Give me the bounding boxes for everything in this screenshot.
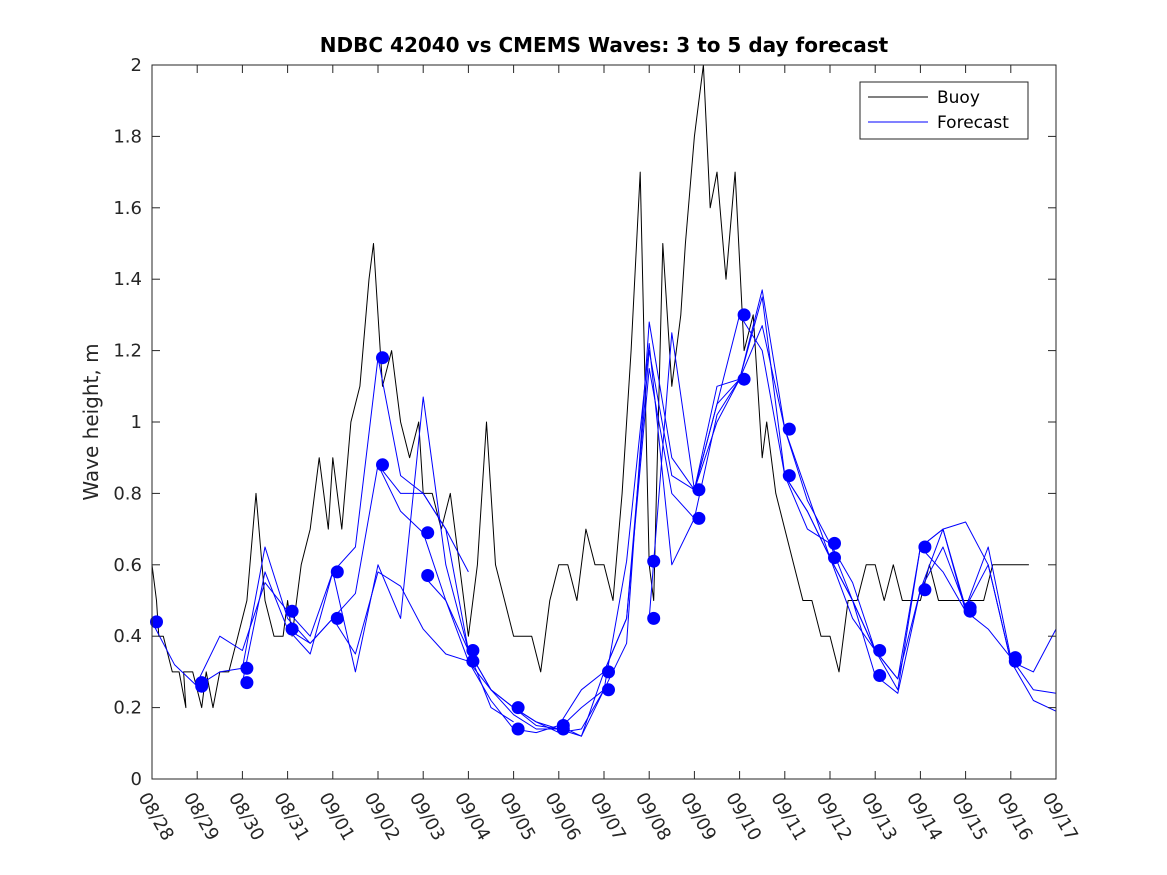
forecast-series-line-13 xyxy=(920,528,1057,694)
forecast-start-marker xyxy=(828,536,841,550)
forecast-start-marker xyxy=(963,604,977,618)
forecast-start-marker xyxy=(737,372,751,386)
x-tick-label: 08/29 xyxy=(179,789,223,844)
forecast-series-line-4 xyxy=(287,396,605,734)
y-tick-label: 1.2 xyxy=(113,341,142,362)
forecast-start-marker xyxy=(647,554,661,568)
x-tick-label: 09/15 xyxy=(947,789,991,844)
forecast-series-line-5 xyxy=(377,368,695,734)
legend: Buoy Forecast xyxy=(859,81,1029,140)
forecast-start-marker xyxy=(692,511,706,525)
forecast-series-line-2 xyxy=(196,357,514,723)
forecast-start-marker xyxy=(737,308,751,322)
y-axis-label: Wave height, m xyxy=(79,343,103,500)
forecast-start-marker xyxy=(1008,654,1022,668)
forecast-start-marker xyxy=(511,722,525,736)
marker-layer xyxy=(150,308,1022,736)
x-tick-label: 09/14 xyxy=(902,789,946,844)
y-tick-label: 1.6 xyxy=(113,198,142,219)
x-tick-label: 09/02 xyxy=(360,789,404,844)
buoy-series-line xyxy=(151,64,1029,709)
y-tick-label: 1.4 xyxy=(113,269,142,290)
x-tick-label: 09/03 xyxy=(405,789,449,844)
y-tick-labels: 0 0.2 0.4 0.6 0.8 1 1.2 1.4 1.6 1.8 2 xyxy=(113,55,142,790)
x-tick-label: 08/30 xyxy=(224,789,268,844)
forecast-start-marker xyxy=(150,615,163,629)
forecast-start-marker xyxy=(873,644,887,657)
forecast-start-marker xyxy=(918,540,932,554)
y-tick-label: 0.2 xyxy=(113,698,142,719)
x-tick-label: 09/10 xyxy=(721,789,765,844)
x-tick-label: 09/04 xyxy=(450,789,494,844)
forecast-series-line-8 xyxy=(558,289,876,737)
forecast-start-marker xyxy=(602,683,615,697)
x-tick-label: 09/13 xyxy=(857,789,901,844)
y-tick-label: 0.8 xyxy=(113,483,142,504)
forecast-start-marker xyxy=(556,722,570,736)
y-tick-label: 1.8 xyxy=(113,126,142,147)
legend-box xyxy=(859,81,1029,140)
x-tick-label: 09/06 xyxy=(540,789,584,844)
forecast-start-marker xyxy=(330,565,344,579)
forecast-start-marker xyxy=(828,551,841,565)
forecast-start-marker xyxy=(376,458,389,472)
forecast-start-marker xyxy=(918,583,932,597)
forecast-start-marker xyxy=(195,679,209,693)
y-tick-label: 2 xyxy=(131,55,142,76)
y-tick-label: 0.4 xyxy=(113,626,142,647)
x-tick-label: 09/07 xyxy=(586,789,630,844)
forecast-start-marker xyxy=(330,611,344,625)
forecast-start-marker xyxy=(873,669,887,682)
y-tick-label: 0.6 xyxy=(113,555,142,576)
x-tick-label: 09/17 xyxy=(1038,789,1082,844)
forecast-start-marker xyxy=(602,665,615,679)
forecast-start-marker xyxy=(240,676,254,690)
x-tick-label: 08/31 xyxy=(269,789,313,844)
y-tick-label: 0 xyxy=(131,769,142,790)
x-tick-label: 09/08 xyxy=(631,789,675,844)
forecast-start-marker xyxy=(240,661,254,675)
forecast-series-line-9 xyxy=(648,325,967,691)
forecast-start-marker xyxy=(466,644,480,657)
chart-title: NDBC 42040 vs CMEMS Waves: 3 to 5 day fo… xyxy=(320,33,889,57)
x-tick-label: 09/01 xyxy=(314,789,358,844)
x-tick-label: 08/28 xyxy=(134,789,178,844)
forecast-start-marker xyxy=(285,604,299,618)
forecast-start-marker xyxy=(421,526,435,540)
x-tick-label: 09/11 xyxy=(766,789,810,844)
forecast-start-marker xyxy=(782,422,796,436)
x-tick-label: 09/05 xyxy=(495,789,539,844)
x-tick-label: 09/12 xyxy=(812,789,856,844)
forecast-start-marker xyxy=(421,569,435,582)
legend-forecast-label: Forecast xyxy=(937,113,1009,133)
forecast-start-marker xyxy=(647,611,661,625)
y-tick-label: 1 xyxy=(131,412,142,433)
forecast-start-marker xyxy=(466,654,480,668)
x-tick-labels: 08/28 08/29 08/30 08/31 09/01 09/02 09/03 09/04… xyxy=(134,789,1082,844)
x-tick-label: 09/09 xyxy=(676,789,720,844)
forecast-start-marker xyxy=(376,351,389,365)
tick-layer xyxy=(151,64,1057,780)
forecast-start-marker xyxy=(285,622,299,636)
forecast-start-marker xyxy=(782,469,796,483)
forecast-start-marker xyxy=(692,483,706,497)
x-tick-label: 09/16 xyxy=(992,789,1036,844)
legend-buoy-label: Buoy xyxy=(937,88,980,108)
forecast-start-marker xyxy=(511,701,525,715)
